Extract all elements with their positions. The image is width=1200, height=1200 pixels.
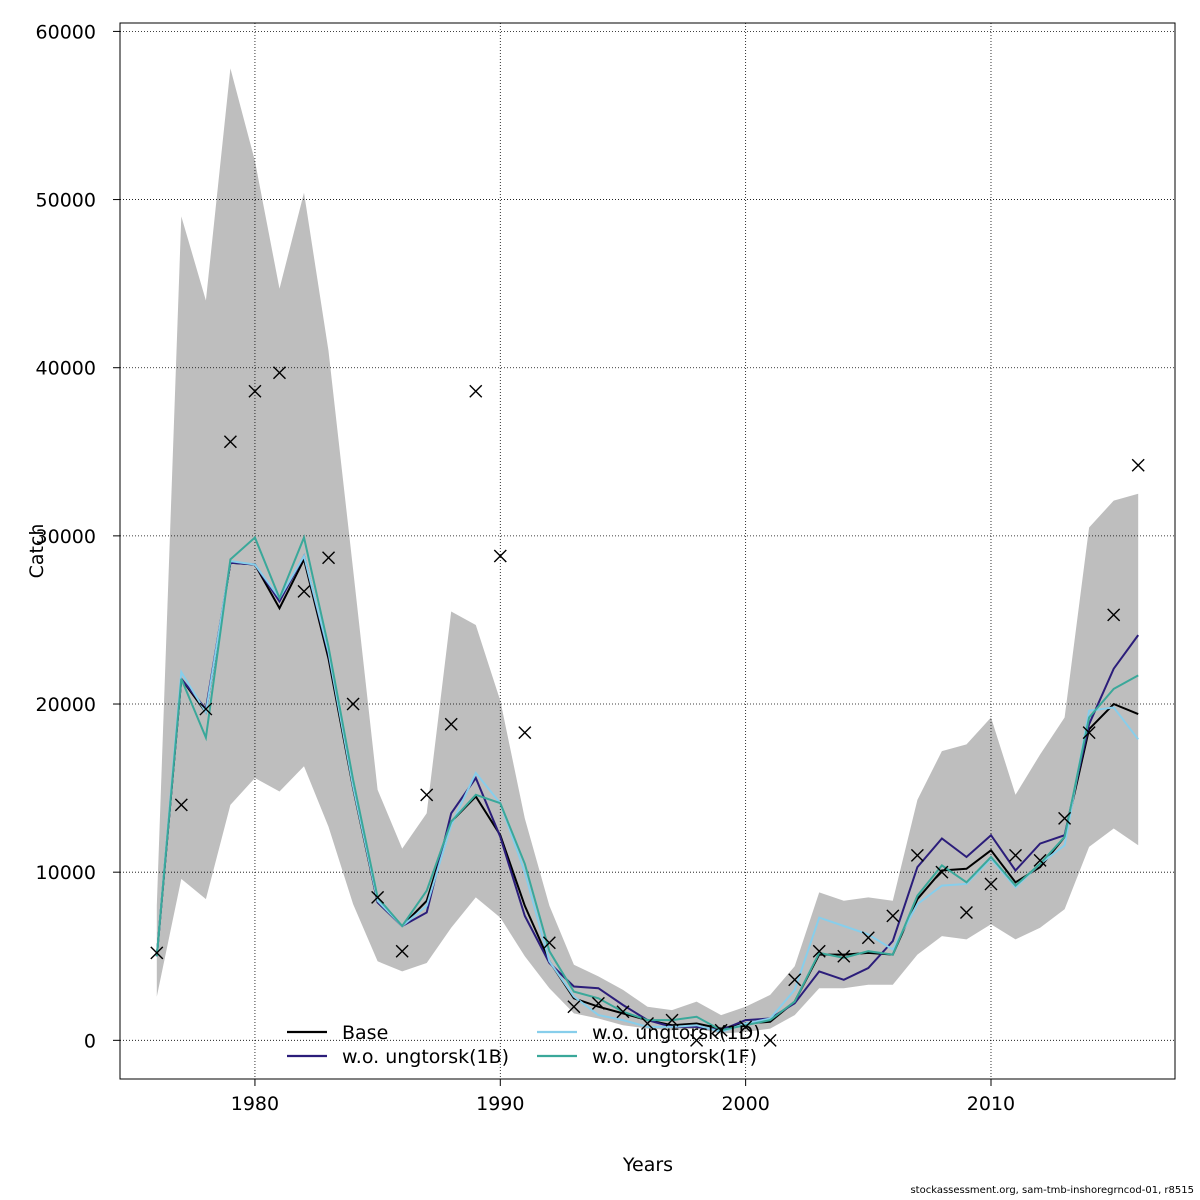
grid-layer xyxy=(120,23,1175,1079)
observation-point xyxy=(861,931,875,945)
observation-point xyxy=(714,1023,728,1037)
observation-point xyxy=(763,1033,777,1047)
y-tick-label: 50000 xyxy=(36,190,96,212)
observation-point xyxy=(665,1013,679,1027)
observation-point xyxy=(1082,726,1096,740)
observation-point xyxy=(395,944,409,958)
observations-layer xyxy=(150,366,1145,1047)
observation-point xyxy=(518,726,532,740)
observation-point xyxy=(616,1005,630,1019)
y-tick-label: 20000 xyxy=(36,694,96,716)
series-layer xyxy=(155,534,1140,1033)
observation-point xyxy=(297,584,311,598)
observation-point xyxy=(199,702,213,716)
y-tick-label: 10000 xyxy=(36,862,96,884)
observation-point xyxy=(371,890,385,904)
legend-label-3: w.o. ungtorsk(1F) xyxy=(592,1046,757,1068)
observation-point xyxy=(322,551,336,565)
observation-point xyxy=(935,865,949,879)
observation-point xyxy=(567,1000,581,1014)
observation-point xyxy=(272,366,286,380)
observation-point xyxy=(788,973,802,987)
observation-point xyxy=(1058,811,1072,825)
y-axis-label: Catch xyxy=(26,524,48,579)
observation-point xyxy=(469,384,483,398)
observation-point xyxy=(910,848,924,862)
observation-point xyxy=(248,384,262,398)
observation-point xyxy=(959,906,973,920)
axis-layer: 1980 1990 2000 2010 0 10000 20000 30000 40000 500… xyxy=(36,21,1016,1115)
observation-point xyxy=(223,435,237,449)
observation-point xyxy=(174,798,188,812)
observation-point xyxy=(812,944,826,958)
y-tick-label: 0 xyxy=(84,1030,96,1052)
observation-point xyxy=(1033,853,1047,867)
series-line-2 xyxy=(155,553,1139,1033)
legend-label-0: Base xyxy=(342,1022,388,1044)
x-tick-label: 1990 xyxy=(476,1093,524,1115)
observation-point xyxy=(150,946,164,960)
y-tick-label: 60000 xyxy=(36,21,96,43)
x-tick-label: 2010 xyxy=(967,1093,1015,1115)
footer-credit: stockassessment.org, sam-tmb-inshoregrnc… xyxy=(910,1185,1194,1196)
observation-point xyxy=(591,996,605,1010)
x-tick-label: 1980 xyxy=(231,1093,279,1115)
x-tick-label: 2000 xyxy=(721,1093,769,1115)
legend-label-1: w.o. ungtorsk(1B) xyxy=(342,1046,509,1068)
observation-point xyxy=(837,949,851,963)
plot-frame xyxy=(119,22,1176,1080)
observation-point xyxy=(641,1017,654,1031)
observation-point xyxy=(886,909,900,923)
y-tick-label: 30000 xyxy=(36,526,96,548)
observation-point xyxy=(1009,848,1023,862)
observation-point xyxy=(1107,608,1121,622)
legend-label-2: w.o. ungtorsk(1D) xyxy=(592,1022,761,1044)
observation-point xyxy=(1131,458,1145,472)
series-line-3 xyxy=(155,534,1139,1032)
y-tick-label: 40000 xyxy=(36,358,96,380)
observation-point xyxy=(346,697,360,711)
observation-point xyxy=(493,549,507,563)
observation-point xyxy=(542,936,556,950)
x-axis-label: Years xyxy=(622,1154,673,1176)
observation-point xyxy=(739,1020,753,1034)
observation-point xyxy=(984,877,998,891)
observation-point xyxy=(420,788,434,802)
observation-point xyxy=(444,717,458,731)
observation-point xyxy=(690,1033,704,1047)
